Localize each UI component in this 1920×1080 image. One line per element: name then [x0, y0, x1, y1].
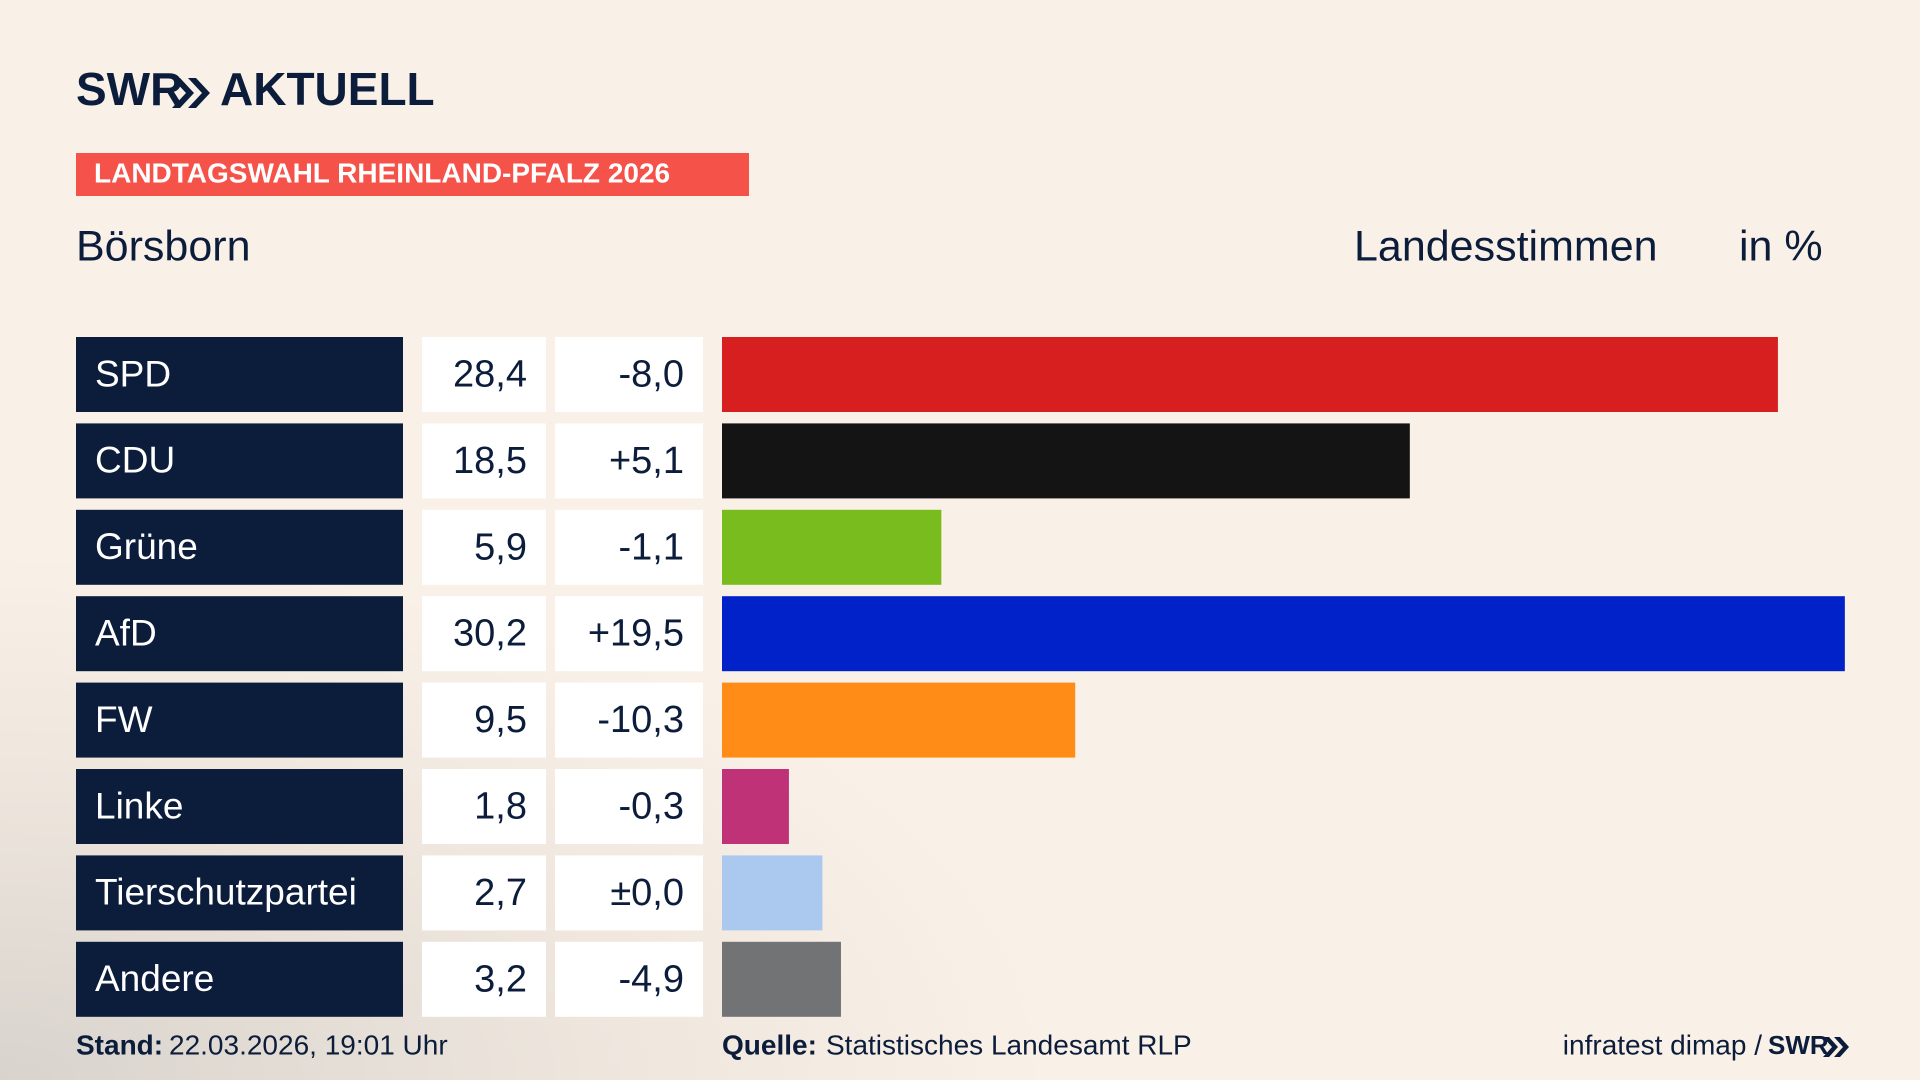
party-cell	[76, 596, 403, 672]
logo-product: AKTUELL	[220, 63, 435, 115]
party-cell	[76, 941, 403, 1017]
bar	[722, 509, 942, 585]
change-label: -10,3	[597, 699, 684, 741]
change-cell	[555, 423, 703, 499]
party-label: Grüne	[95, 526, 198, 567]
bar	[722, 423, 1410, 499]
change-label: +5,1	[609, 440, 684, 482]
value-cell	[422, 941, 546, 1017]
value-cell	[422, 423, 546, 499]
source-label: Quelle:	[722, 1029, 817, 1060]
change-label: -8,0	[619, 354, 684, 396]
value-label: 1,8	[474, 786, 527, 828]
logo-brand: SWR	[76, 63, 183, 115]
value-cell	[422, 682, 546, 758]
bar	[722, 596, 1845, 672]
bar	[722, 682, 1076, 758]
value-cell	[422, 596, 546, 672]
measure: Landesstimmen	[1354, 222, 1658, 270]
party-cell	[76, 423, 403, 499]
stand-label: Stand:	[76, 1029, 163, 1060]
party-label: SPD	[95, 353, 171, 394]
party-cell	[76, 509, 403, 585]
value-cell	[422, 769, 546, 844]
logo-chevrons	[172, 78, 210, 108]
party-label: Andere	[95, 958, 214, 999]
bar	[722, 769, 789, 844]
bar	[722, 337, 1778, 412]
credit: infratest dimap /	[1563, 1029, 1762, 1060]
change-cell	[555, 941, 703, 1017]
change-cell	[555, 509, 703, 585]
party-cell	[76, 337, 403, 412]
change-cell	[555, 682, 703, 758]
source: Statistisches Landesamt RLP	[826, 1029, 1192, 1060]
bar	[722, 941, 841, 1017]
value-label: 3,2	[474, 958, 527, 1000]
value-label: 5,9	[474, 526, 527, 568]
party-cell	[76, 855, 403, 931]
change-label: -0,3	[619, 786, 684, 828]
party-label: AfD	[95, 612, 157, 653]
value-cell	[422, 337, 546, 412]
bar	[722, 855, 823, 931]
change-cell	[555, 596, 703, 672]
change-cell	[555, 337, 703, 412]
value-cell	[422, 509, 546, 585]
change-label: +19,5	[588, 613, 684, 655]
banner	[76, 153, 749, 196]
value-cell	[422, 855, 546, 931]
change-cell	[555, 855, 703, 931]
change-label: -4,9	[619, 958, 684, 1000]
banner-text: LANDTAGSWAHL RHEINLAND-PFALZ 2026	[94, 157, 670, 188]
change-label: ±0,0	[610, 872, 684, 914]
change-label: -1,1	[619, 526, 684, 568]
party-label: Linke	[95, 785, 183, 826]
footer-chevrons	[1823, 1037, 1849, 1057]
place: Börsborn	[76, 222, 250, 270]
value-label: 2,7	[474, 872, 527, 914]
change-cell	[555, 769, 703, 844]
value-label: 28,4	[453, 354, 527, 396]
party-cell	[76, 682, 403, 758]
party-label: CDU	[95, 440, 175, 481]
party-label: Tierschutzpartei	[95, 872, 357, 913]
unit: in %	[1739, 222, 1823, 270]
party-label: FW	[95, 699, 153, 740]
stand: 22.03.2026, 19:01 Uhr	[169, 1029, 448, 1060]
value-label: 18,5	[453, 440, 527, 482]
value-label: 30,2	[453, 613, 527, 655]
value-label: 9,5	[474, 699, 527, 741]
footer-brand: SWR	[1768, 1030, 1829, 1060]
party-cell	[76, 769, 403, 844]
